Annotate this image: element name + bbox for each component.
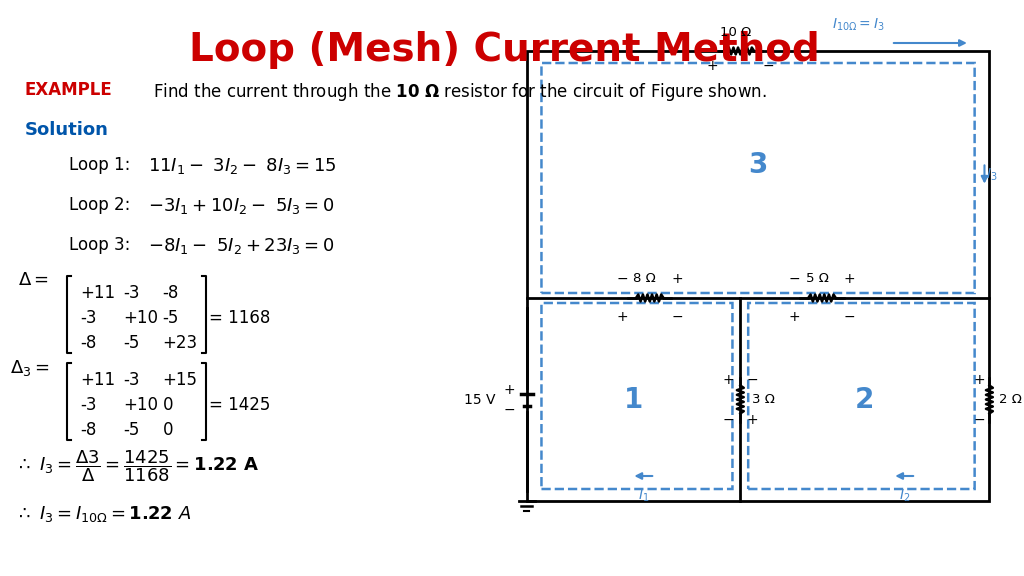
Text: +10: +10 [123,396,158,414]
Text: +10: +10 [123,309,158,327]
Text: 2 Ω: 2 Ω [999,393,1022,406]
Text: 0: 0 [163,421,173,439]
Text: −: − [503,403,515,416]
Text: +23: +23 [163,334,198,352]
Text: +: + [844,272,855,286]
Text: +: + [672,272,683,286]
Text: -5: -5 [163,309,179,327]
Text: −: − [672,310,683,324]
Text: +: + [746,412,758,426]
Text: Loop 3:: Loop 3: [69,236,130,254]
Text: +15: +15 [163,371,198,389]
Text: EXAMPLE: EXAMPLE [25,81,113,99]
Text: $11I_1 - \ 3I_2 - \ 8I_3 = 15$: $11I_1 - \ 3I_2 - \ 8I_3 = 15$ [147,156,336,176]
Text: +: + [974,373,985,386]
Text: +: + [707,59,719,73]
Text: 2: 2 [855,385,874,414]
Text: −: − [974,412,985,426]
Text: -3: -3 [81,309,97,327]
Text: −: − [762,59,774,73]
Text: $I_3$: $I_3$ [986,166,998,183]
Text: -8: -8 [163,284,179,302]
Text: 10 Ω: 10 Ω [720,26,751,39]
Text: −: − [723,412,734,426]
Text: $\therefore\ I_3 = I_{10\Omega} = \mathbf{1.22\ \it{A}}$: $\therefore\ I_3 = I_{10\Omega} = \mathb… [14,504,191,524]
Text: -3: -3 [123,284,139,302]
Text: +11: +11 [81,284,116,302]
Text: $\Delta_3=$: $\Delta_3=$ [10,358,49,378]
Text: Loop 2:: Loop 2: [69,196,130,214]
Text: $-3I_1 + 10I_2 - \ 5I_3 = 0$: $-3I_1 + 10I_2 - \ 5I_3 = 0$ [147,196,334,216]
Text: 15 V: 15 V [464,392,496,407]
Text: Solution: Solution [25,121,109,139]
Text: 3 Ω: 3 Ω [753,393,775,406]
Text: -3: -3 [123,371,139,389]
Text: +: + [503,382,515,396]
Text: +: + [788,310,801,324]
Text: 3: 3 [749,150,768,179]
Text: +: + [723,373,734,386]
Text: -3: -3 [81,396,97,414]
Text: +11: +11 [81,371,116,389]
Text: 1: 1 [624,385,643,414]
Text: 8 Ω: 8 Ω [634,272,656,285]
Text: $I_2$: $I_2$ [899,488,910,505]
Text: -8: -8 [81,334,97,352]
Text: 5 Ω: 5 Ω [806,272,828,285]
Text: +: + [616,310,628,324]
Text: = 1168: = 1168 [209,309,270,327]
Text: $\Delta=$: $\Delta=$ [17,271,49,289]
Text: $I_{10\Omega}=I_3$: $I_{10\Omega}=I_3$ [831,17,885,33]
Text: Loop (Mesh) Current Method: Loop (Mesh) Current Method [188,31,819,69]
Text: Find the current through the $\mathbf{10\ \Omega}$ resistor for the circuit of F: Find the current through the $\mathbf{10… [153,81,766,103]
Text: $I_1$: $I_1$ [638,488,649,505]
Text: $-8I_1 - \ 5I_2 + 23I_3 = 0$: $-8I_1 - \ 5I_2 + 23I_3 = 0$ [147,236,334,256]
Text: -5: -5 [123,334,139,352]
Text: −: − [844,310,855,324]
Text: -5: -5 [123,421,139,439]
Text: Loop 1:: Loop 1: [69,156,130,174]
Text: −: − [746,373,758,386]
Text: $\therefore\ I_3 = \dfrac{\Delta 3}{\Delta} = \dfrac{1425}{1168} = \mathbf{1.22\: $\therefore\ I_3 = \dfrac{\Delta 3}{\Del… [14,448,259,484]
Text: 0: 0 [163,396,173,414]
Text: = 1425: = 1425 [209,396,270,414]
Text: -8: -8 [81,421,97,439]
Text: −: − [616,272,628,286]
Text: −: − [788,272,801,286]
